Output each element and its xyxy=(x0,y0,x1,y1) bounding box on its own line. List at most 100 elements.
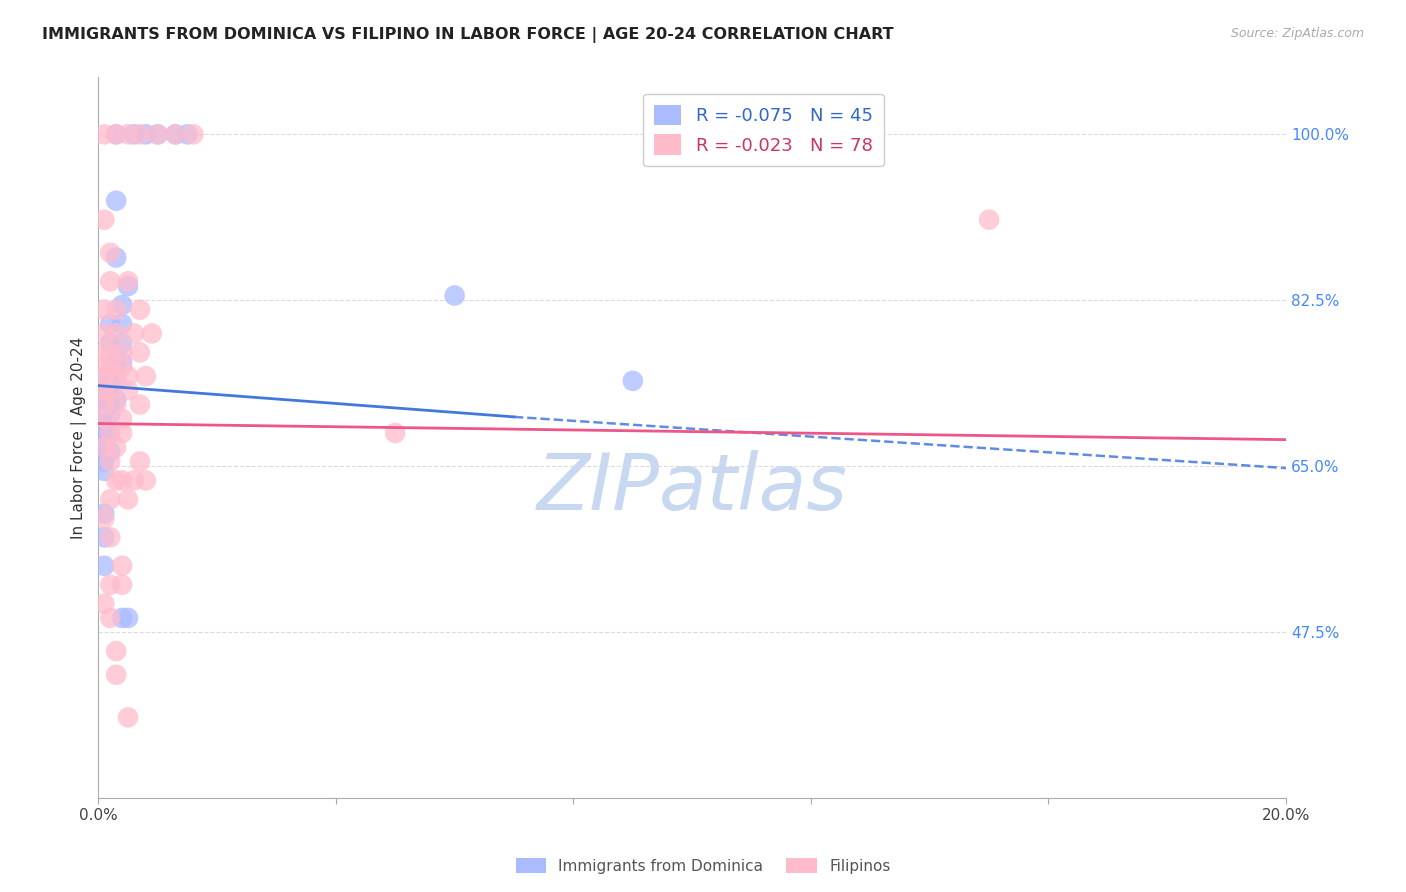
Point xyxy=(98,274,121,288)
Point xyxy=(98,317,121,331)
Point xyxy=(93,425,115,440)
Point xyxy=(105,355,128,369)
Point xyxy=(105,369,128,384)
Point xyxy=(111,611,134,625)
Point xyxy=(122,474,145,488)
Point xyxy=(111,411,134,425)
Point xyxy=(111,558,134,573)
Point xyxy=(129,454,152,468)
Point xyxy=(117,369,139,384)
Point xyxy=(105,440,128,454)
Point xyxy=(93,374,115,388)
Point xyxy=(105,668,128,682)
Point xyxy=(165,128,187,142)
Point xyxy=(122,326,145,341)
Point xyxy=(98,245,121,260)
Point xyxy=(105,326,128,341)
Point xyxy=(129,398,152,412)
Point xyxy=(141,326,163,341)
Point xyxy=(93,440,115,454)
Point xyxy=(384,425,406,440)
Point xyxy=(111,355,134,369)
Point xyxy=(111,298,134,312)
Point xyxy=(129,302,152,317)
Point xyxy=(93,411,115,425)
Point xyxy=(93,384,115,398)
Point xyxy=(122,128,145,142)
Legend: Immigrants from Dominica, Filipinos: Immigrants from Dominica, Filipinos xyxy=(509,852,897,880)
Point xyxy=(98,492,121,507)
Point xyxy=(135,474,157,488)
Point xyxy=(93,392,115,407)
Point xyxy=(93,417,115,431)
Point xyxy=(98,425,121,440)
Point xyxy=(93,128,115,142)
Point xyxy=(176,128,198,142)
Point xyxy=(93,454,115,468)
Point xyxy=(183,128,205,142)
Point xyxy=(93,398,115,412)
Point xyxy=(98,578,121,592)
Point xyxy=(98,384,121,398)
Point xyxy=(98,364,121,378)
Point xyxy=(93,597,115,611)
Point xyxy=(93,345,115,359)
Point xyxy=(105,392,128,407)
Point xyxy=(93,398,115,412)
Point xyxy=(117,274,139,288)
Point xyxy=(93,558,115,573)
Point xyxy=(165,128,187,142)
Point xyxy=(93,326,115,341)
Point xyxy=(117,611,139,625)
Text: Source: ZipAtlas.com: Source: ZipAtlas.com xyxy=(1230,27,1364,40)
Point xyxy=(98,530,121,544)
Point xyxy=(98,335,121,350)
Point xyxy=(93,369,115,384)
Point xyxy=(117,492,139,507)
Text: ZIPatlas: ZIPatlas xyxy=(537,450,848,526)
Point xyxy=(135,128,157,142)
Point xyxy=(98,359,121,374)
Point xyxy=(146,128,169,142)
Point xyxy=(111,335,134,350)
Point xyxy=(105,194,128,208)
Point xyxy=(105,398,128,412)
Point xyxy=(98,398,121,412)
Point xyxy=(117,128,139,142)
Point xyxy=(93,302,115,317)
Point xyxy=(93,384,115,398)
Point xyxy=(146,128,169,142)
Point xyxy=(98,445,121,459)
Point xyxy=(111,578,134,592)
Y-axis label: In Labor Force | Age 20-24: In Labor Force | Age 20-24 xyxy=(72,336,87,539)
Point xyxy=(98,454,121,468)
Point xyxy=(117,384,139,398)
Legend: R = -0.075   N = 45, R = -0.023   N = 78: R = -0.075 N = 45, R = -0.023 N = 78 xyxy=(644,94,883,166)
Point xyxy=(93,530,115,544)
Point xyxy=(93,511,115,525)
Point xyxy=(93,507,115,521)
Point xyxy=(98,384,121,398)
Point xyxy=(443,288,465,302)
Point xyxy=(105,644,128,658)
Point xyxy=(105,128,128,142)
Point xyxy=(111,474,134,488)
Point xyxy=(98,611,121,625)
Point xyxy=(111,425,134,440)
Point xyxy=(93,407,115,421)
Point xyxy=(111,345,134,359)
Point xyxy=(105,128,128,142)
Point xyxy=(98,345,121,359)
Point xyxy=(117,279,139,293)
Point xyxy=(135,369,157,384)
Point xyxy=(93,464,115,478)
Point xyxy=(98,407,121,421)
Point xyxy=(977,212,1000,227)
Point xyxy=(105,374,128,388)
Point xyxy=(111,359,134,374)
Point xyxy=(105,251,128,265)
Point xyxy=(93,212,115,227)
Text: IMMIGRANTS FROM DOMINICA VS FILIPINO IN LABOR FORCE | AGE 20-24 CORRELATION CHAR: IMMIGRANTS FROM DOMINICA VS FILIPINO IN … xyxy=(42,27,894,43)
Point xyxy=(117,710,139,724)
Point xyxy=(129,345,152,359)
